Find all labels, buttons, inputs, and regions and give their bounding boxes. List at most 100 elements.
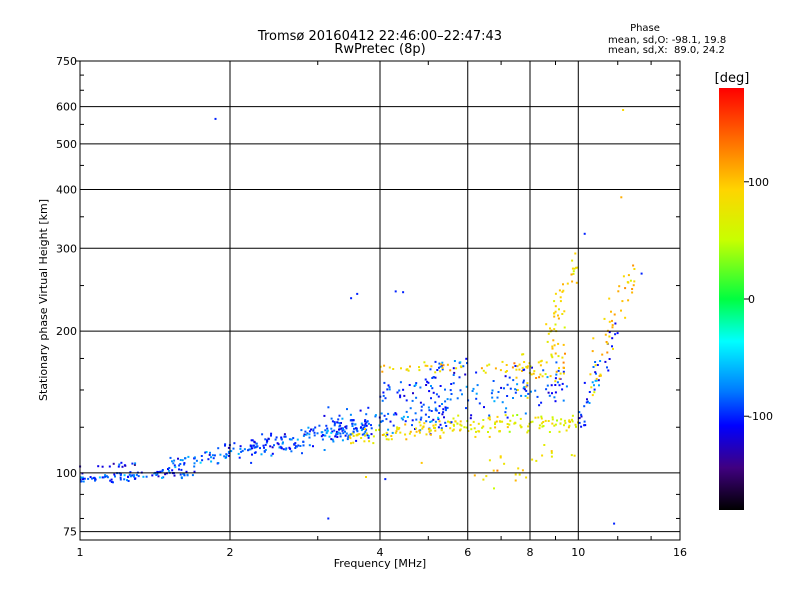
- data-point: [472, 387, 475, 390]
- data-point: [128, 473, 131, 476]
- data-point: [351, 432, 354, 435]
- data-point: [415, 418, 418, 421]
- data-point: [349, 433, 352, 436]
- data-point: [277, 443, 280, 446]
- data-point: [624, 287, 627, 290]
- data-point: [631, 291, 634, 294]
- data-point: [239, 447, 242, 450]
- data-point: [491, 389, 494, 392]
- data-point: [344, 434, 347, 437]
- data-point: [569, 420, 571, 423]
- data-point: [355, 427, 358, 430]
- data-point: [564, 422, 567, 425]
- data-point: [425, 384, 428, 386]
- data-point: [374, 414, 377, 417]
- data-point: [611, 324, 614, 327]
- data-point: [511, 366, 514, 369]
- data-point: [626, 281, 629, 284]
- data-point: [211, 454, 214, 457]
- data-point: [540, 401, 543, 404]
- data-point: [119, 474, 122, 476]
- data-point: [558, 430, 561, 433]
- data-point: [531, 458, 534, 461]
- data-point: [411, 419, 414, 422]
- data-point: [488, 418, 491, 421]
- data-point: [442, 411, 445, 414]
- data-point: [519, 424, 522, 427]
- data-point: [330, 431, 333, 434]
- data-point: [434, 420, 437, 423]
- data-point: [442, 364, 445, 367]
- data-point: [199, 461, 202, 464]
- data-point: [93, 476, 96, 479]
- data-point: [445, 407, 448, 410]
- data-point: [184, 457, 186, 460]
- data-point: [633, 268, 636, 270]
- data-point: [193, 456, 196, 459]
- data-point: [441, 368, 444, 371]
- data-point: [517, 467, 520, 470]
- data-point: [348, 435, 351, 438]
- data-point: [326, 429, 329, 432]
- data-point: [89, 476, 92, 479]
- data-point: [278, 446, 281, 449]
- data-point: [465, 357, 468, 360]
- data-point: [382, 394, 385, 397]
- data-point: [318, 424, 321, 427]
- data-point: [273, 444, 275, 447]
- data-point: [594, 364, 597, 367]
- data-point: [588, 391, 591, 393]
- data-point: [223, 455, 226, 458]
- data-point: [539, 360, 542, 363]
- data-point: [159, 470, 162, 473]
- data-point: [546, 384, 549, 387]
- data-point: [562, 372, 565, 375]
- data-point: [540, 359, 543, 362]
- data-point: [227, 446, 230, 449]
- data-point: [401, 418, 404, 421]
- data-point: [385, 438, 388, 441]
- data-point: [404, 433, 407, 436]
- data-point: [562, 289, 565, 292]
- data-point: [487, 417, 490, 420]
- data-point: [431, 387, 434, 390]
- data-point: [484, 371, 487, 374]
- data-point: [325, 424, 328, 427]
- data-point: [135, 473, 138, 476]
- data-point: [509, 419, 512, 422]
- data-point: [380, 412, 383, 415]
- data-point: [333, 424, 336, 427]
- data-point: [494, 423, 496, 425]
- data-point: [364, 422, 367, 425]
- data-point: [608, 297, 611, 300]
- data-point: [386, 433, 389, 436]
- data-point: [338, 414, 341, 417]
- data-point: [571, 418, 573, 421]
- data-point: [456, 397, 459, 400]
- data-point: [599, 373, 602, 376]
- data-point: [399, 381, 402, 384]
- data-point: [428, 409, 431, 412]
- data-point: [118, 463, 121, 466]
- data-point: [370, 433, 373, 436]
- data-point: [545, 361, 548, 364]
- data-point: [583, 405, 586, 408]
- y-tick-label: 200: [56, 325, 77, 338]
- x-axis: 1 2 4 6 8 10 16: [77, 546, 688, 559]
- data-point: [529, 421, 532, 424]
- data-point: [112, 481, 114, 484]
- data-point: [586, 400, 589, 403]
- data-point: [264, 443, 267, 446]
- data-point: [133, 474, 136, 477]
- data-point: [440, 363, 442, 366]
- data-point: [337, 418, 340, 421]
- data-point: [499, 369, 502, 372]
- data-point: [610, 310, 612, 313]
- data-point: [458, 376, 461, 379]
- data-point: [129, 475, 132, 478]
- data-point: [514, 479, 517, 482]
- data-point: [540, 422, 543, 425]
- chart-title: Tromsø 20160412 22:46:00–22:47:43: [257, 29, 502, 44]
- data-point: [250, 439, 253, 442]
- data-point: [97, 465, 100, 468]
